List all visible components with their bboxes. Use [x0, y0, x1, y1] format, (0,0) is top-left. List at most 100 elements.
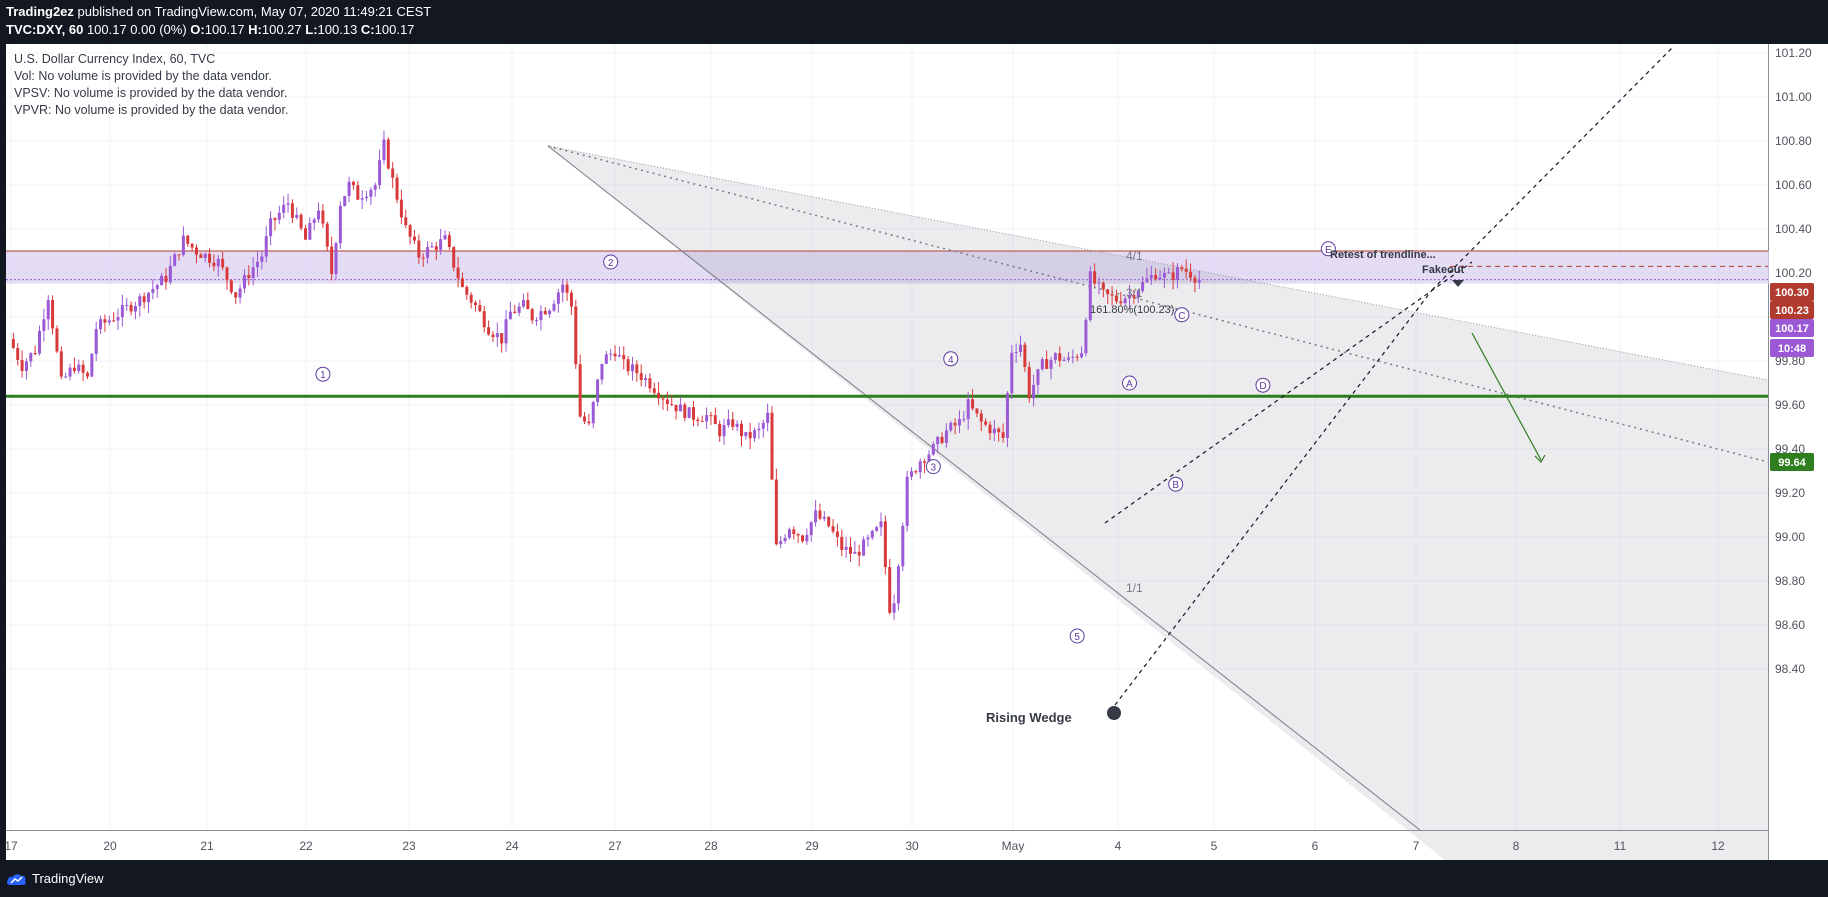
x-tick-label: 6: [1312, 839, 1319, 853]
candle-body: [312, 219, 316, 223]
legend-vpvr[interactable]: VPVR: No volume is provided by the data …: [14, 103, 289, 117]
ohlc-line: TVC:DXY, 60 100.17 0.00 (0%) O:100.17 H:…: [6, 22, 414, 37]
wave-label-2: 2: [608, 258, 614, 269]
x-tick-label: 22: [299, 839, 313, 853]
candle-body: [705, 415, 709, 422]
wave-marker-2: [603, 254, 619, 270]
candle-body: [1106, 289, 1110, 295]
candle-body: [160, 275, 164, 286]
candle-body: [85, 372, 89, 377]
candle-body: [617, 355, 621, 357]
y-tick-label: 98.40: [1775, 662, 1805, 676]
candle-body: [914, 471, 918, 473]
candle-body: [133, 306, 137, 312]
candle-body: [835, 531, 839, 537]
candle-body: [548, 310, 552, 315]
wave-marker-E: [1320, 241, 1336, 257]
candle-body: [103, 319, 107, 323]
candle-body: [399, 199, 403, 218]
candle-body: [552, 303, 556, 311]
candle-body: [251, 267, 255, 279]
candle-body: [199, 254, 203, 258]
price-axis-background[interactable]: [1769, 44, 1828, 860]
wedge-start-dot: [1107, 706, 1121, 720]
price-label-box[interactable]: [1770, 319, 1814, 337]
wave-label-A: A: [1126, 379, 1133, 390]
candle-body: [630, 364, 634, 372]
candle-body: [1114, 295, 1118, 302]
fan-line-4-1: [547, 145, 1769, 381]
candle-body: [129, 304, 133, 312]
candle-body: [931, 444, 935, 455]
wave-label-3: 3: [931, 463, 937, 474]
candle-body: [753, 430, 757, 439]
time-axis[interactable]: 17 20 21 22 23 24 27 28 29 30 May 4 5 6 7 8 11 12: [4, 839, 1725, 853]
tradingview-logo[interactable]: TradingView: [6, 871, 104, 886]
price-label-box[interactable]: [1770, 301, 1814, 319]
candle-body: [609, 353, 613, 355]
wave-label-4: 4: [948, 355, 954, 366]
candle-body: [42, 319, 46, 331]
candle-body: [556, 292, 560, 304]
candle-body: [351, 181, 355, 186]
candle-body: [988, 424, 992, 434]
candle-body: [487, 327, 491, 335]
annotations-layer: 1 2 3 4 5 A B C D E 4/1 3/1 1/1 161.80%(100.23) Retest…: [315, 241, 1465, 725]
candle-body: [11, 339, 15, 348]
candle-body: [465, 286, 469, 295]
candle-body: [273, 218, 277, 220]
candle-body: [692, 407, 696, 420]
publisher-name[interactable]: Trading2ez: [6, 4, 74, 19]
candle-body: [68, 367, 72, 377]
candle-body: [391, 168, 395, 178]
candle-body: [761, 422, 765, 429]
candle-body: [190, 243, 194, 248]
candle-body: [896, 566, 900, 604]
candle-body: [238, 288, 242, 298]
candle-body: [526, 300, 530, 310]
candle-body: [1167, 272, 1171, 274]
candle-body: [940, 436, 944, 443]
candle-body: [1032, 384, 1036, 399]
x-tick-label: 12: [1711, 839, 1725, 853]
price-label-text: 99.64: [1778, 457, 1806, 469]
candle-body: [543, 311, 547, 315]
candle-body: [168, 265, 172, 282]
legend-title[interactable]: U.S. Dollar Currency Index, 60, TVC: [14, 52, 216, 66]
candle-body: [508, 311, 512, 320]
candle-body: [657, 392, 661, 399]
candle-body: [901, 525, 905, 567]
candle-body: [535, 320, 539, 322]
candle-body: [51, 300, 55, 329]
candle-body: [325, 223, 329, 247]
candle-body: [474, 302, 478, 306]
candle-body: [434, 246, 438, 250]
candle-body: [1145, 278, 1149, 282]
wave-label-B: B: [1172, 480, 1179, 491]
candle-body: [38, 330, 42, 354]
candle-body: [221, 258, 225, 268]
candle-body: [64, 376, 68, 378]
candle-body: [687, 407, 691, 418]
legend-vpsv[interactable]: VPSV: No volume is provided by the data …: [14, 86, 288, 100]
price-axis[interactable]: 98.40 98.60 98.80 99.00 99.20 99.40 99.60 99.80…: [1770, 46, 1814, 676]
candle-body: [286, 203, 290, 205]
x-tick-label: 11: [1614, 839, 1627, 853]
candle-body: [430, 246, 434, 248]
candle-body: [386, 139, 390, 169]
candle-body: [120, 304, 124, 318]
price-label-box[interactable]: [1770, 283, 1814, 301]
candle-body: [343, 196, 347, 206]
x-tick-label: 8: [1513, 839, 1520, 853]
candle-body: [155, 285, 159, 289]
price-label-box[interactable]: [1770, 339, 1814, 357]
candle-body: [256, 261, 260, 268]
candle-body: [796, 534, 800, 536]
price-label-box[interactable]: [1770, 453, 1814, 471]
candle-body: [726, 419, 730, 426]
legend-volume[interactable]: Vol: No volume is provided by the data v…: [14, 69, 272, 83]
price-label-text: 10:48: [1778, 343, 1806, 355]
drawings-layer: [6, 47, 1769, 860]
y-tick-label: 99.60: [1775, 398, 1805, 412]
